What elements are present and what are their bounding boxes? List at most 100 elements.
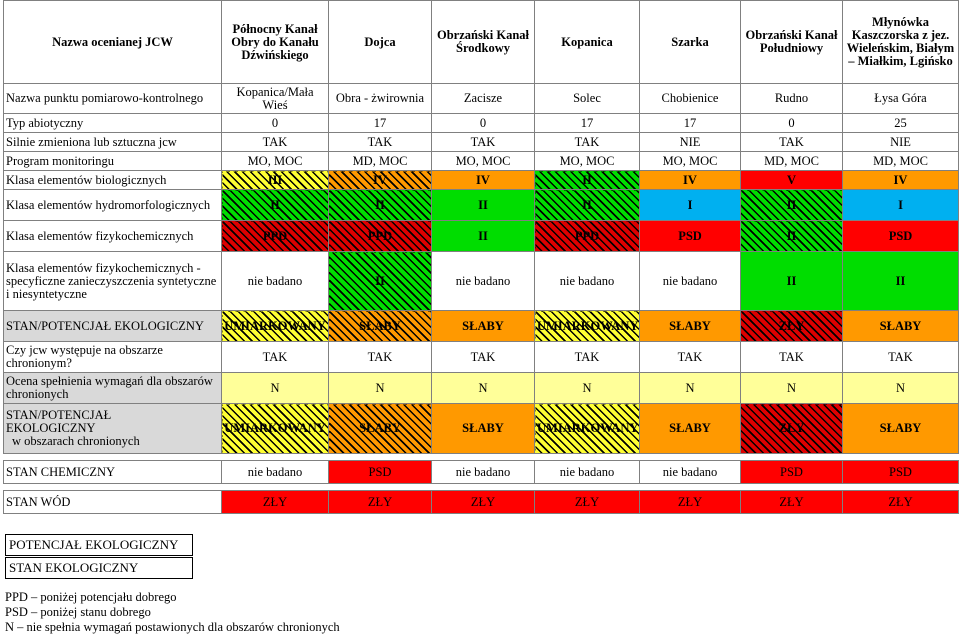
table-cell: TAK <box>534 341 640 373</box>
table-cell: Kopanica/Mała Wieś <box>221 83 329 114</box>
table-cell: TAK <box>431 341 535 373</box>
table-cell: N <box>740 372 843 404</box>
note-line: PPD – poniżej potencjału dobrego <box>5 590 177 604</box>
table-cell: I <box>842 189 959 221</box>
table-cell: ZŁY <box>328 490 432 514</box>
table-cell: ZŁY <box>534 490 640 514</box>
table-cell: III <box>221 170 329 190</box>
table-cell: Solec <box>534 83 640 114</box>
table-cell: II <box>534 189 640 221</box>
table-cell: TAK <box>431 132 535 152</box>
header-column: Obrzański Kanał Środkowy <box>431 0 535 84</box>
table-cell: MO, MOC <box>431 151 535 171</box>
table-cell: PPD <box>534 220 640 252</box>
table-cell: II <box>431 220 535 252</box>
table-cell: II <box>328 251 432 311</box>
table-cell: II <box>534 170 640 190</box>
table-cell: MO, MOC <box>639 151 741 171</box>
header-row: Nazwa ocenianej JCW Północny Kanał Obry … <box>3 0 959 84</box>
row-label: Silnie zmieniona lub sztuczna jcw <box>3 132 222 152</box>
table-cell: MO, MOC <box>221 151 329 171</box>
table-cell: SŁABY <box>431 310 535 342</box>
header-column: Obrzański Kanał Południowy <box>740 0 843 84</box>
table-cell: 25 <box>842 113 959 133</box>
table-cell: 17 <box>534 113 640 133</box>
table-cell: UMIARKOWANY <box>534 310 640 342</box>
table-cell: ZŁY <box>740 403 843 454</box>
table-cell: ZŁY <box>740 490 843 514</box>
row-label: Czy jcw występuje na obszarze chronionym… <box>3 341 222 373</box>
table-cell: Łysa Góra <box>842 83 959 114</box>
table-cell: SŁABY <box>639 310 741 342</box>
row-label: STAN/POTENCJAŁ EKOLOGICZNY <box>3 310 222 342</box>
table-cell: Obra - żwirownia <box>328 83 432 114</box>
table-cell: MO, MOC <box>534 151 640 171</box>
row-label: Program monitoringu <box>3 151 222 171</box>
table-cell: ZŁY <box>431 490 535 514</box>
table-cell: II <box>842 251 959 311</box>
table-row: Program monitoringu MO, MOC MD, MOC MO, … <box>3 151 959 171</box>
table-cell: TAK <box>842 341 959 373</box>
table-cell: N <box>221 372 329 404</box>
table-cell: IV <box>328 170 432 190</box>
table-cell: N <box>534 372 640 404</box>
table-row: STAN/POTENCJAŁ EKOLOGICZNY w obszarach c… <box>3 403 959 454</box>
table-row: STAN WÓD ZŁY ZŁY ZŁY ZŁY ZŁY ZŁY ZŁY <box>3 490 959 514</box>
table-cell: SŁABY <box>842 310 959 342</box>
table-cell: NIE <box>639 132 741 152</box>
table-cell: nie badano <box>221 251 329 311</box>
row-label: Klasa elementów biologicznych <box>3 170 222 190</box>
table-cell: II <box>740 189 843 221</box>
table-cell: SŁABY <box>328 403 432 454</box>
table-cell: UMIARKOWANY <box>221 310 329 342</box>
table-cell: MD, MOC <box>842 151 959 171</box>
row-label: Ocena spełnienia wymagań dla obszarów ch… <box>3 372 222 404</box>
table-cell: nie badano <box>534 251 640 311</box>
table-cell: PSD <box>740 460 843 484</box>
table-cell: II <box>431 189 535 221</box>
table-cell: SŁABY <box>842 403 959 454</box>
table-cell: SŁABY <box>328 310 432 342</box>
header-column: Szarka <box>639 0 741 84</box>
table-cell: TAK <box>740 132 843 152</box>
table-cell: ZŁY <box>740 310 843 342</box>
table-cell: N <box>639 372 741 404</box>
row-label: Klasa elementów hydromorfologicznych <box>3 189 222 221</box>
table-cell: ZŁY <box>639 490 741 514</box>
header-column: Młynówka Kaszczorska z jez. Wieleńskim, … <box>842 0 959 84</box>
row-label: Nazwa punktu pomiarowo-kontrolnego <box>3 83 222 114</box>
table-cell: MD, MOC <box>740 151 843 171</box>
header-column: Kopanica <box>534 0 640 84</box>
table-cell: nie badano <box>639 460 741 484</box>
table-cell: I <box>639 189 741 221</box>
table-cell: Zacisze <box>431 83 535 114</box>
legend-potential: POTENCJAŁ EKOLOGICZNY <box>5 534 193 556</box>
table-cell: II <box>740 251 843 311</box>
table-cell: ZŁY <box>842 490 959 514</box>
table-cell: Chobienice <box>639 83 741 114</box>
table-row: Ocena spełnienia wymagań dla obszarów ch… <box>3 372 959 404</box>
table-row: Klasa elementów fizykochemicznych - spec… <box>3 251 959 311</box>
row-label: STAN WÓD <box>3 490 222 514</box>
table-cell: PSD <box>842 460 959 484</box>
table-cell: TAK <box>221 341 329 373</box>
legend-state: STAN EKOLOGICZNY <box>5 557 193 579</box>
table-cell: 17 <box>328 113 432 133</box>
row-label: Typ abiotyczny <box>3 113 222 133</box>
header-column: Dojca <box>328 0 432 84</box>
row-label: STAN/POTENCJAŁ EKOLOGICZNY w obszarach c… <box>3 403 222 454</box>
table-cell: PPD <box>328 220 432 252</box>
table-cell: IV <box>842 170 959 190</box>
row-label-line: w obszarach chronionych <box>12 434 140 448</box>
row-label: Klasa elementów fizykochemicznych <box>3 220 222 252</box>
table-row: Typ abiotyczny 0 17 0 17 17 0 25 <box>3 113 959 133</box>
table-cell: 0 <box>221 113 329 133</box>
row-label-line: STAN/POTENCJAŁ <box>6 408 112 422</box>
table-cell: SŁABY <box>639 403 741 454</box>
table-row: Czy jcw występuje na obszarze chronionym… <box>3 341 959 373</box>
table-row: Klasa elementów hydromorfologicznych II … <box>3 189 959 221</box>
table-cell: UMIARKOWANY <box>534 403 640 454</box>
table-cell: MD, MOC <box>328 151 432 171</box>
table-cell: TAK <box>639 341 741 373</box>
table-cell: nie badano <box>639 251 741 311</box>
